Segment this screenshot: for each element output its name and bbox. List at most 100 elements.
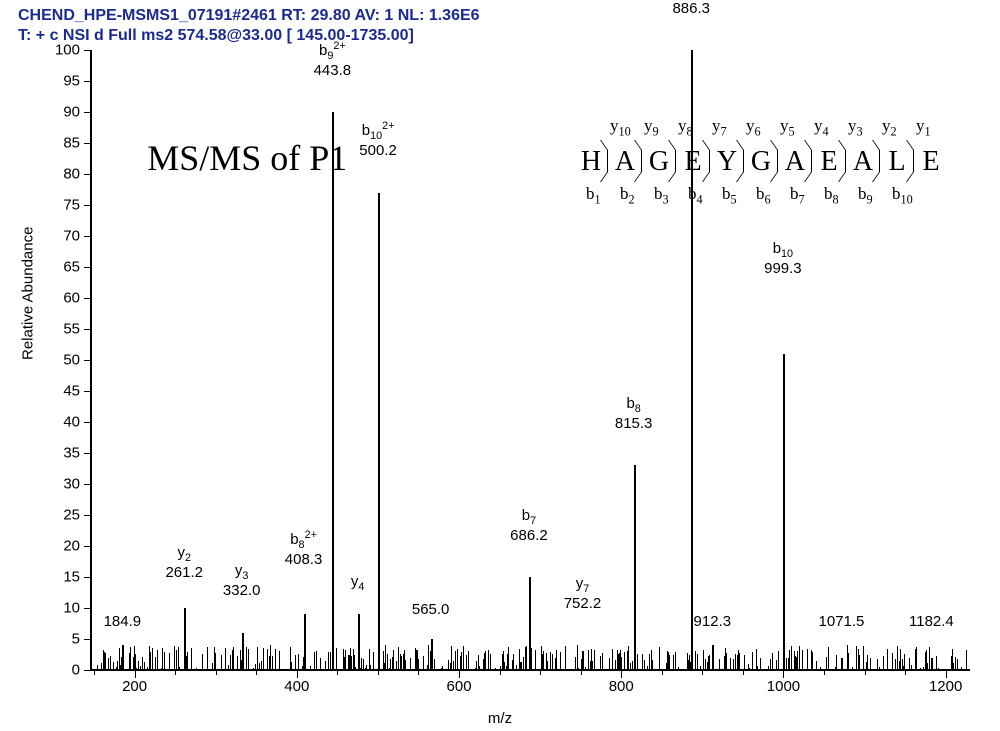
noise-peak: [900, 649, 901, 670]
y-tick-label: 30: [63, 476, 80, 493]
x-tick-minor: [824, 670, 825, 675]
noise-peak: [770, 659, 771, 670]
x-tick-major: [135, 670, 136, 678]
noise-peak: [350, 664, 351, 670]
noise-peak: [523, 667, 524, 670]
noise-peak: [955, 669, 956, 670]
x-tick-minor: [175, 670, 176, 675]
noise-peak: [590, 661, 591, 670]
noise-peak: [461, 652, 462, 670]
noise-peak: [602, 659, 603, 671]
noise-peak: [521, 662, 522, 670]
noise-peak: [577, 645, 578, 670]
noise-peak: [233, 647, 234, 670]
y-tick: [84, 484, 90, 485]
y-tick: [84, 81, 90, 82]
y-tick-label: 65: [63, 259, 80, 276]
noise-peak: [820, 667, 821, 670]
noise-peak: [796, 657, 797, 670]
y-tick: [84, 143, 90, 144]
noise-peak: [816, 661, 817, 670]
noise-peak: [926, 650, 927, 670]
noise-peak: [867, 655, 868, 670]
plot-area: 0510152025303540455055606570758085909510…: [90, 50, 970, 670]
residue: A: [846, 146, 880, 178]
y-ion-label: y4: [814, 116, 829, 139]
y-ion-label: y8: [678, 116, 693, 139]
noise-peak: [161, 668, 162, 670]
y-tick-label: 60: [63, 290, 80, 307]
y-tick-label: 20: [63, 538, 80, 555]
scan-header: CHEND_HPE-MSMS1_07191#2461 RT: 29.80 AV:…: [18, 6, 480, 46]
noise-peak: [147, 667, 148, 670]
spectrum-peak: [712, 645, 714, 670]
x-tick-label: 1200: [929, 678, 962, 695]
noise-peak: [398, 658, 399, 670]
noise-peak: [149, 646, 150, 670]
noise-peak: [757, 666, 758, 670]
noise-peak: [697, 654, 698, 670]
noise-peak: [858, 649, 859, 670]
noise-peak: [434, 659, 435, 670]
noise-peak: [786, 658, 787, 670]
x-tick-minor: [256, 670, 257, 675]
spectrum-peak: [332, 112, 334, 670]
figure-title: MS/MS of P1: [147, 137, 347, 179]
noise-peak: [191, 648, 192, 670]
x-tick-label: 200: [122, 678, 147, 695]
noise-peak: [797, 651, 798, 670]
noise-peak: [651, 650, 652, 670]
y-tick-label: 40: [63, 414, 80, 431]
y-tick-label: 45: [63, 383, 80, 400]
y-axis-title: Relative Abundance: [20, 227, 37, 360]
noise-peak: [140, 666, 141, 670]
noise-peak: [455, 651, 456, 670]
noise-peak: [952, 649, 953, 670]
y-tick-label: 85: [63, 135, 80, 152]
noise-peak: [744, 655, 745, 670]
noise-peak: [659, 647, 660, 670]
noise-peak: [291, 662, 292, 670]
peak-label: b7686.2: [510, 508, 548, 544]
noise-peak: [129, 653, 130, 670]
noise-peak: [892, 653, 893, 670]
noise-peak: [776, 660, 777, 670]
noise-peak: [488, 650, 489, 670]
y-tick: [84, 453, 90, 454]
fragmentation-line: [675, 150, 676, 172]
y-ion-label: y1: [916, 116, 931, 139]
noise-peak: [887, 649, 888, 670]
scan-header-line1: CHEND_HPE-MSMS1_07191#2461 RT: 29.80 AV:…: [18, 6, 480, 26]
x-tick-minor: [865, 670, 866, 675]
noise-peak: [495, 668, 496, 670]
noise-peak: [966, 650, 967, 670]
fragmentation-line: [879, 150, 880, 172]
sequence-diagram: HAGEYGAEALEy10b1y9b2y8b3y7b4y6b5y5b6y4b7…: [574, 110, 948, 220]
noise-peak: [870, 658, 871, 670]
x-tick-minor: [378, 670, 379, 675]
noise-peak: [546, 653, 547, 670]
noise-peak: [531, 648, 532, 670]
noise-peak: [836, 655, 837, 670]
peak-label: b9886.3: [672, 0, 710, 17]
noise-peak: [157, 650, 158, 670]
noise-peak: [405, 660, 406, 670]
noise-peak: [560, 663, 561, 670]
y-tick-label: 75: [63, 197, 80, 214]
y-tick-label: 55: [63, 321, 80, 338]
b-ion-label: b5: [722, 184, 737, 207]
noise-peak: [624, 657, 625, 670]
noise-peak: [479, 666, 480, 670]
x-tick-minor: [905, 670, 906, 675]
noise-peak: [525, 647, 526, 670]
scan-header-line2: T: + c NSI d Full ms2 574.58@33.00 [ 145…: [18, 26, 480, 46]
y-tick-label: 10: [63, 600, 80, 617]
spectrum-peak: [431, 639, 433, 670]
noise-peak: [215, 662, 216, 670]
noise-peak: [698, 669, 699, 670]
noise-peak: [418, 659, 419, 670]
noise-peak: [883, 656, 884, 670]
noise-peak: [232, 653, 233, 670]
peak-label: y7752.2: [564, 576, 602, 612]
x-tick-minor: [743, 670, 744, 675]
